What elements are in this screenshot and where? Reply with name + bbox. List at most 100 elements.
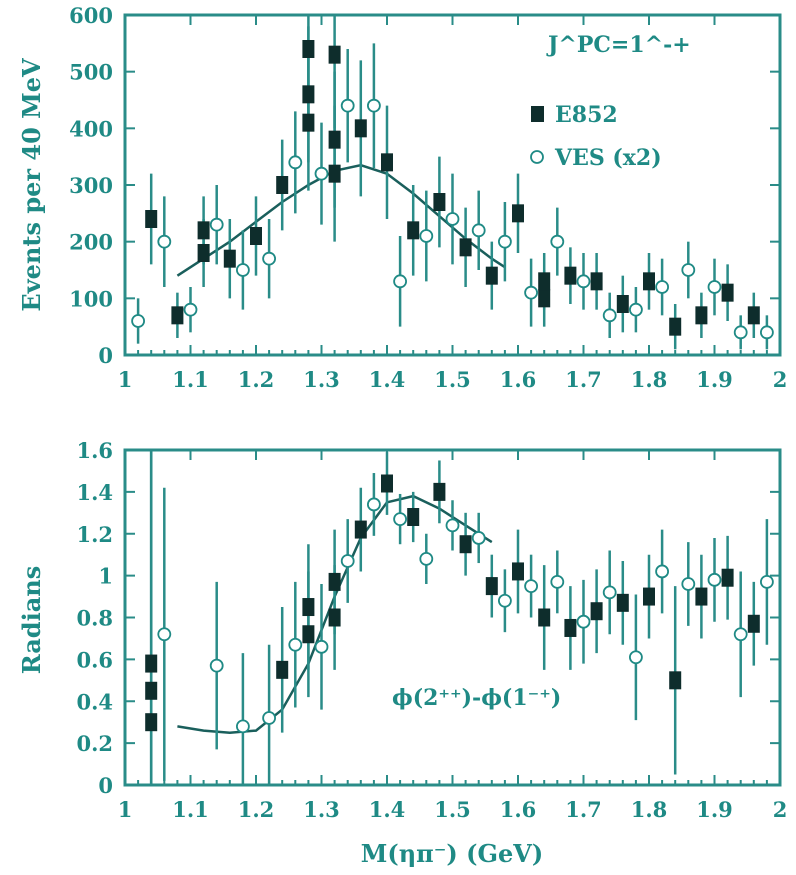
top-e852-point bbox=[276, 176, 289, 194]
top-ves-point bbox=[157, 234, 172, 249]
top-e852-point bbox=[616, 295, 629, 313]
bottom-e852-point bbox=[485, 577, 498, 596]
top-e852-point bbox=[223, 249, 236, 268]
bottom-e852-point bbox=[145, 654, 158, 673]
top-ves-point bbox=[576, 274, 591, 289]
bottom-e852-point bbox=[302, 625, 315, 644]
legend-e852-marker bbox=[531, 106, 544, 122]
top-ves-point bbox=[471, 223, 486, 238]
bottom-y-axis-label: Radians bbox=[17, 566, 46, 674]
top-e852-point bbox=[302, 85, 315, 104]
bottom-ves-point bbox=[314, 639, 329, 654]
top-y-tick-label: 300 bbox=[69, 173, 113, 198]
bottom-ves-point bbox=[340, 554, 355, 568]
top-ves-point bbox=[366, 98, 381, 113]
top-e852-point bbox=[328, 164, 341, 183]
top-ves-point bbox=[550, 234, 565, 249]
bottom-e852-point bbox=[721, 568, 734, 587]
bottom-ves-point bbox=[262, 711, 277, 725]
top-e852-point bbox=[302, 40, 315, 58]
top-y-axis-label: Events per 40 MeV bbox=[17, 58, 46, 312]
top-ves-point bbox=[707, 280, 722, 294]
top-ves-point bbox=[393, 274, 408, 289]
top-panel: 1 1.1 1.2 1.3 1.4 1.5 1.6 1.7 1.8 1.9 2 0 100 200 300 4… bbox=[17, 3, 787, 392]
top-ves-point bbox=[131, 314, 146, 328]
top-e852-point bbox=[747, 306, 760, 325]
top-ves-point bbox=[314, 166, 329, 181]
top-ves-point bbox=[602, 308, 617, 323]
top-e852-point bbox=[564, 266, 577, 285]
bottom-x-tick-label: 1.4 bbox=[369, 797, 406, 822]
bottom-annotation-phase: ϕ(2⁺⁺)-ϕ(1⁻⁺) bbox=[392, 685, 561, 711]
bottom-ves-point bbox=[655, 564, 669, 579]
bottom-x-tick-label: 1.5 bbox=[434, 797, 471, 822]
top-y-tick-label: 400 bbox=[69, 116, 113, 141]
bottom-x-tick-label: 1.2 bbox=[238, 797, 275, 822]
bottom-ves-point bbox=[681, 577, 696, 591]
top-x-tick-label: 1.5 bbox=[434, 367, 471, 392]
bottom-ves-point bbox=[733, 627, 748, 642]
bottom-ves-point bbox=[497, 593, 512, 608]
top-x-tick-label: 1.3 bbox=[303, 367, 340, 392]
bottom-ves-point bbox=[209, 658, 224, 673]
bottom-y-tick-label: 1.4 bbox=[76, 480, 113, 505]
bottom-e852-point bbox=[433, 482, 446, 501]
bottom-y-tick-label: 0.8 bbox=[76, 606, 113, 631]
top-x-tick-label: 1.6 bbox=[500, 367, 537, 392]
legend-ves-marker bbox=[530, 150, 544, 164]
top-y-tick-label: 500 bbox=[69, 60, 113, 85]
top-e852-point bbox=[485, 266, 498, 285]
top-ves-point bbox=[524, 285, 538, 300]
top-e852-point bbox=[354, 119, 367, 138]
bottom-ves-point bbox=[707, 572, 722, 587]
top-e852-point bbox=[538, 289, 551, 308]
top-e852-point bbox=[433, 193, 446, 211]
bottom-e852-point bbox=[302, 598, 315, 617]
bottom-e852-point bbox=[590, 602, 603, 621]
top-ves-point bbox=[209, 217, 224, 232]
bottom-ves-point bbox=[419, 551, 434, 566]
top-ves-point bbox=[183, 302, 198, 317]
top-ves-point bbox=[445, 212, 460, 226]
bottom-e852-point bbox=[381, 474, 393, 493]
top-annotation-jpc: J^PC=1^-+ bbox=[546, 32, 691, 58]
bottom-ves-point bbox=[366, 497, 381, 512]
top-y-tick-label: 600 bbox=[69, 3, 113, 28]
top-ves-point bbox=[497, 234, 512, 249]
top-e852-point bbox=[302, 113, 315, 132]
bottom-y-tick-label: 1.6 bbox=[76, 438, 113, 463]
top-e852-point bbox=[250, 227, 262, 245]
legend-ves-label: VES (x2) bbox=[554, 145, 662, 171]
legend-e852-label: E852 bbox=[555, 102, 618, 128]
bottom-e852-point bbox=[669, 671, 682, 690]
bottom-e852-point bbox=[407, 508, 420, 526]
top-ves-point bbox=[655, 280, 669, 294]
bottom-e852-point bbox=[328, 608, 341, 627]
bottom-y-tick-label: 1.2 bbox=[76, 522, 113, 547]
top-x-tick-label: 1.9 bbox=[696, 367, 733, 392]
bottom-ves-point bbox=[524, 579, 538, 593]
top-e852-point bbox=[459, 238, 472, 257]
top-ves-point bbox=[629, 302, 643, 317]
x-axis-label: M(ηπ⁻) (GeV) bbox=[361, 839, 543, 868]
top-e852-point bbox=[197, 221, 210, 240]
bottom-ves-point bbox=[393, 512, 408, 526]
top-y-tick-label: 200 bbox=[69, 230, 113, 255]
bottom-y-tick-label: 0.6 bbox=[76, 647, 113, 672]
bottom-x-tick-label: 1.3 bbox=[303, 797, 340, 822]
bottom-e852-point bbox=[354, 520, 367, 539]
top-e852-point bbox=[145, 210, 158, 228]
top-e852-point bbox=[381, 153, 393, 172]
top-e852-point bbox=[171, 306, 184, 325]
bottom-ves-point bbox=[760, 575, 774, 589]
top-e852-point bbox=[669, 317, 682, 336]
top-e852-point bbox=[721, 283, 734, 302]
bottom-e852-point bbox=[328, 572, 341, 591]
top-ves-point bbox=[681, 263, 696, 277]
top-e852-point bbox=[512, 204, 524, 223]
top-ves-point bbox=[760, 325, 774, 340]
top-ves-point bbox=[262, 251, 277, 266]
bottom-e852-point bbox=[747, 614, 760, 633]
bottom-x-tick-label: 1.9 bbox=[696, 797, 733, 822]
